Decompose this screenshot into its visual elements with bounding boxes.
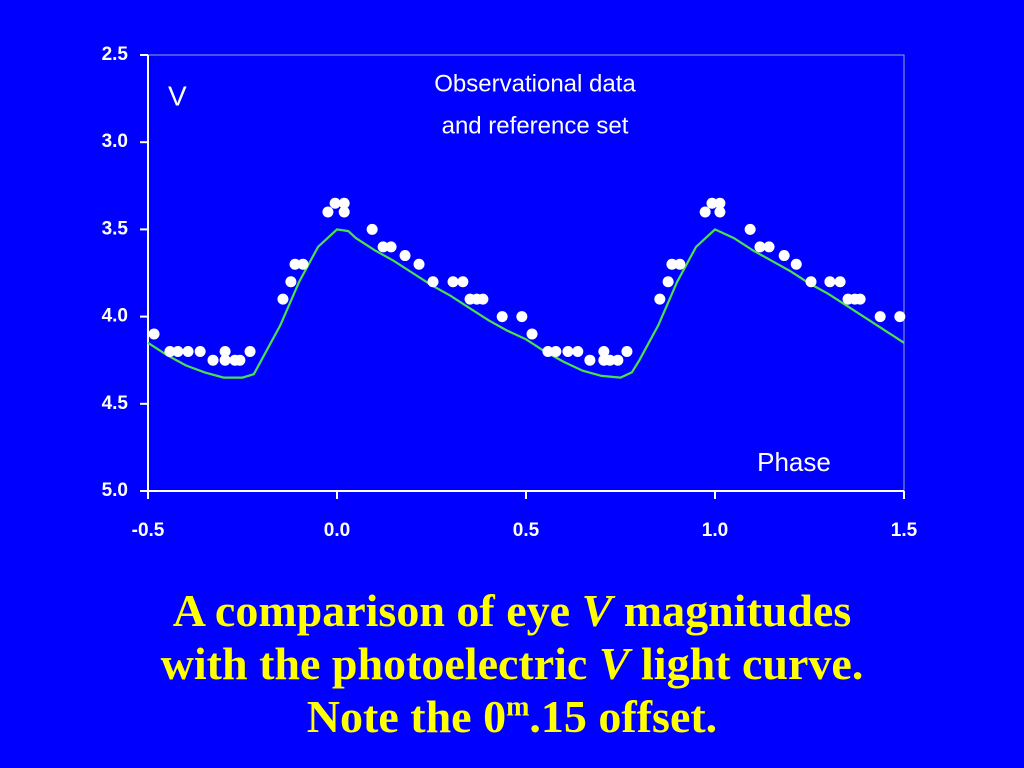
data-point [477, 293, 489, 305]
data-point [824, 276, 836, 288]
data-point [457, 276, 469, 288]
data-point [447, 276, 459, 288]
data-point [572, 345, 584, 357]
data-point [516, 311, 528, 323]
data-point [385, 241, 397, 253]
x-tick-label: 1.0 [702, 520, 728, 541]
data-point [366, 223, 378, 235]
data-point [338, 197, 350, 209]
data-point [654, 293, 666, 305]
text: V [598, 638, 630, 689]
data-point [894, 311, 906, 323]
data-point [399, 250, 411, 262]
data-point [329, 197, 341, 209]
data-point [194, 345, 206, 357]
data-point [754, 241, 766, 253]
x-tick-label: 1.5 [891, 520, 918, 541]
y-tick-label: 5.0 [102, 480, 128, 501]
y-axis-label: V [168, 80, 187, 111]
data-point [874, 311, 886, 323]
text: light curve. [629, 638, 864, 689]
data-point [854, 293, 866, 305]
text: Note the 0 [306, 691, 507, 742]
data-point [182, 345, 194, 357]
text: V [581, 585, 613, 636]
data-point [413, 258, 425, 270]
light-curve [147, 228, 905, 379]
data-point [674, 258, 686, 270]
data-point [172, 345, 184, 357]
data-point [699, 206, 711, 218]
y-tick-label: 3.5 [102, 218, 129, 239]
data-point [662, 276, 674, 288]
data-point [612, 354, 624, 366]
caption-line: with the photoelectric V light curve. [0, 637, 1024, 690]
data-point [164, 345, 176, 357]
data-point [550, 345, 562, 357]
data-point [584, 354, 596, 366]
caption-line: Note the 0m.15 offset. [0, 690, 1024, 743]
data-point [562, 345, 574, 357]
data-point [744, 223, 756, 235]
data-point [244, 345, 256, 357]
data-point [714, 197, 726, 209]
data-point [219, 345, 231, 357]
data-point [338, 206, 350, 218]
caption: A comparison of eye V magnitudes with th… [0, 584, 1024, 743]
data-point [377, 241, 389, 253]
data-point [207, 354, 219, 366]
data-point [790, 258, 802, 270]
data-point [706, 197, 718, 209]
data-point [219, 354, 231, 366]
x-axis-label: Phase [757, 447, 831, 477]
data-point [805, 276, 817, 288]
data-point [322, 206, 334, 218]
data-point [277, 293, 289, 305]
data-point [285, 276, 297, 288]
data-point [148, 328, 160, 340]
data-point [666, 258, 678, 270]
y-tick-label: 2.5 [102, 44, 129, 65]
data-point [289, 258, 301, 270]
y-tick-label: 4.5 [102, 393, 129, 414]
y-tick-label: 4.0 [102, 306, 128, 327]
data-point [763, 241, 775, 253]
annotation: Observational data [434, 70, 636, 97]
text: .15 offset. [529, 691, 718, 742]
data-point [297, 258, 309, 270]
data-point [598, 345, 610, 357]
data-point [621, 345, 633, 357]
text: magnitudes [612, 585, 852, 636]
data-point [427, 276, 439, 288]
text: m [506, 691, 530, 723]
data-point [496, 311, 508, 323]
text: with the photoelectric [160, 638, 599, 689]
data-point [778, 250, 790, 262]
x-tick-label: 0.0 [324, 520, 350, 541]
text: A comparison of eye [172, 585, 582, 636]
data-point [526, 328, 538, 340]
data-point [604, 354, 616, 366]
annotation: and reference set [442, 112, 629, 139]
caption-line: A comparison of eye V magnitudes [0, 584, 1024, 637]
data-point [834, 276, 846, 288]
data-point [234, 354, 246, 366]
data-point [542, 345, 554, 357]
chart: V Observational data and reference set P… [102, 44, 918, 541]
x-tick-label: -0.5 [132, 520, 165, 541]
x-tick-label: 0.5 [513, 520, 540, 541]
y-tick-label: 3.0 [102, 131, 128, 152]
data-point [714, 206, 726, 218]
